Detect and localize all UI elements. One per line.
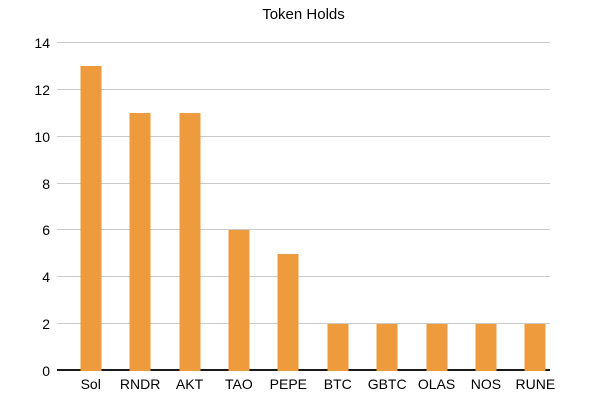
chart-title: Token Holds bbox=[262, 6, 345, 23]
bar-slot-nos bbox=[461, 43, 510, 371]
bar-slot-rndr bbox=[115, 43, 164, 371]
bar-sol[interactable] bbox=[80, 66, 102, 371]
gridline-y-12 bbox=[57, 88, 550, 90]
bar-gbtc[interactable] bbox=[376, 324, 398, 371]
y-tick-label-12: 12 bbox=[34, 81, 50, 98]
gridline-y-14 bbox=[57, 42, 550, 43]
bar-rune[interactable] bbox=[524, 324, 546, 371]
y-tick-label-14: 14 bbox=[34, 35, 50, 51]
x-axis-labels: Sol RNDR AKT TAO PEPE BTC GBTC OLAS NOS RUNE bbox=[66, 376, 560, 392]
bar-rndr[interactable] bbox=[129, 113, 151, 371]
plot-area bbox=[57, 42, 550, 371]
gridline-y-2 bbox=[57, 323, 550, 325]
gridline-y-10 bbox=[57, 135, 550, 137]
x-axis-line bbox=[57, 369, 550, 371]
x-tick-label-nos: NOS bbox=[470, 376, 502, 392]
bar-nos[interactable] bbox=[475, 324, 497, 371]
bar-olas[interactable] bbox=[426, 324, 448, 371]
x-tick-label-rndr: RNDR bbox=[119, 376, 161, 392]
gridline-y-8 bbox=[57, 182, 550, 184]
bar-pepe[interactable] bbox=[277, 253, 299, 371]
x-tick-label-rune: RUNE bbox=[515, 376, 556, 392]
x-tick-label-akt: AKT bbox=[175, 376, 204, 392]
x-tick-label-olas: OLAS bbox=[417, 376, 456, 392]
y-axis-labels: 0 2 4 6 8 10 12 14 bbox=[0, 36, 50, 378]
bar-slot-btc bbox=[313, 43, 362, 371]
bar-slot-pepe bbox=[264, 43, 313, 371]
x-tick-label-gbtc: GBTC bbox=[367, 376, 407, 392]
gridline-y-6 bbox=[57, 229, 550, 231]
x-tick-label-tao: TAO bbox=[225, 376, 253, 392]
bar-akt[interactable] bbox=[179, 113, 201, 371]
gridline-y-4 bbox=[57, 276, 550, 278]
x-tick-label-pepe: PEPE bbox=[269, 376, 307, 392]
y-tick-label-0: 0 bbox=[42, 363, 50, 379]
bar-slot-akt bbox=[165, 43, 214, 371]
bar-slot-gbtc bbox=[362, 43, 411, 371]
y-tick-label-8: 8 bbox=[42, 175, 50, 192]
y-tick-label-2: 2 bbox=[42, 316, 50, 333]
bar-btc[interactable] bbox=[327, 324, 349, 371]
y-tick-label-10: 10 bbox=[34, 128, 50, 145]
x-tick-label-btc: BTC bbox=[323, 376, 352, 392]
bar-slot-tao bbox=[214, 43, 263, 371]
bar-slot-olas bbox=[412, 43, 461, 371]
x-tick-label-sol: Sol bbox=[80, 376, 101, 392]
y-tick-label-4: 4 bbox=[42, 269, 50, 286]
y-tick-label-6: 6 bbox=[42, 222, 50, 239]
bar-series bbox=[66, 43, 560, 371]
bar-tao[interactable] bbox=[228, 230, 250, 371]
bar-slot-rune bbox=[511, 43, 560, 371]
bar-slot-sol bbox=[66, 43, 115, 371]
